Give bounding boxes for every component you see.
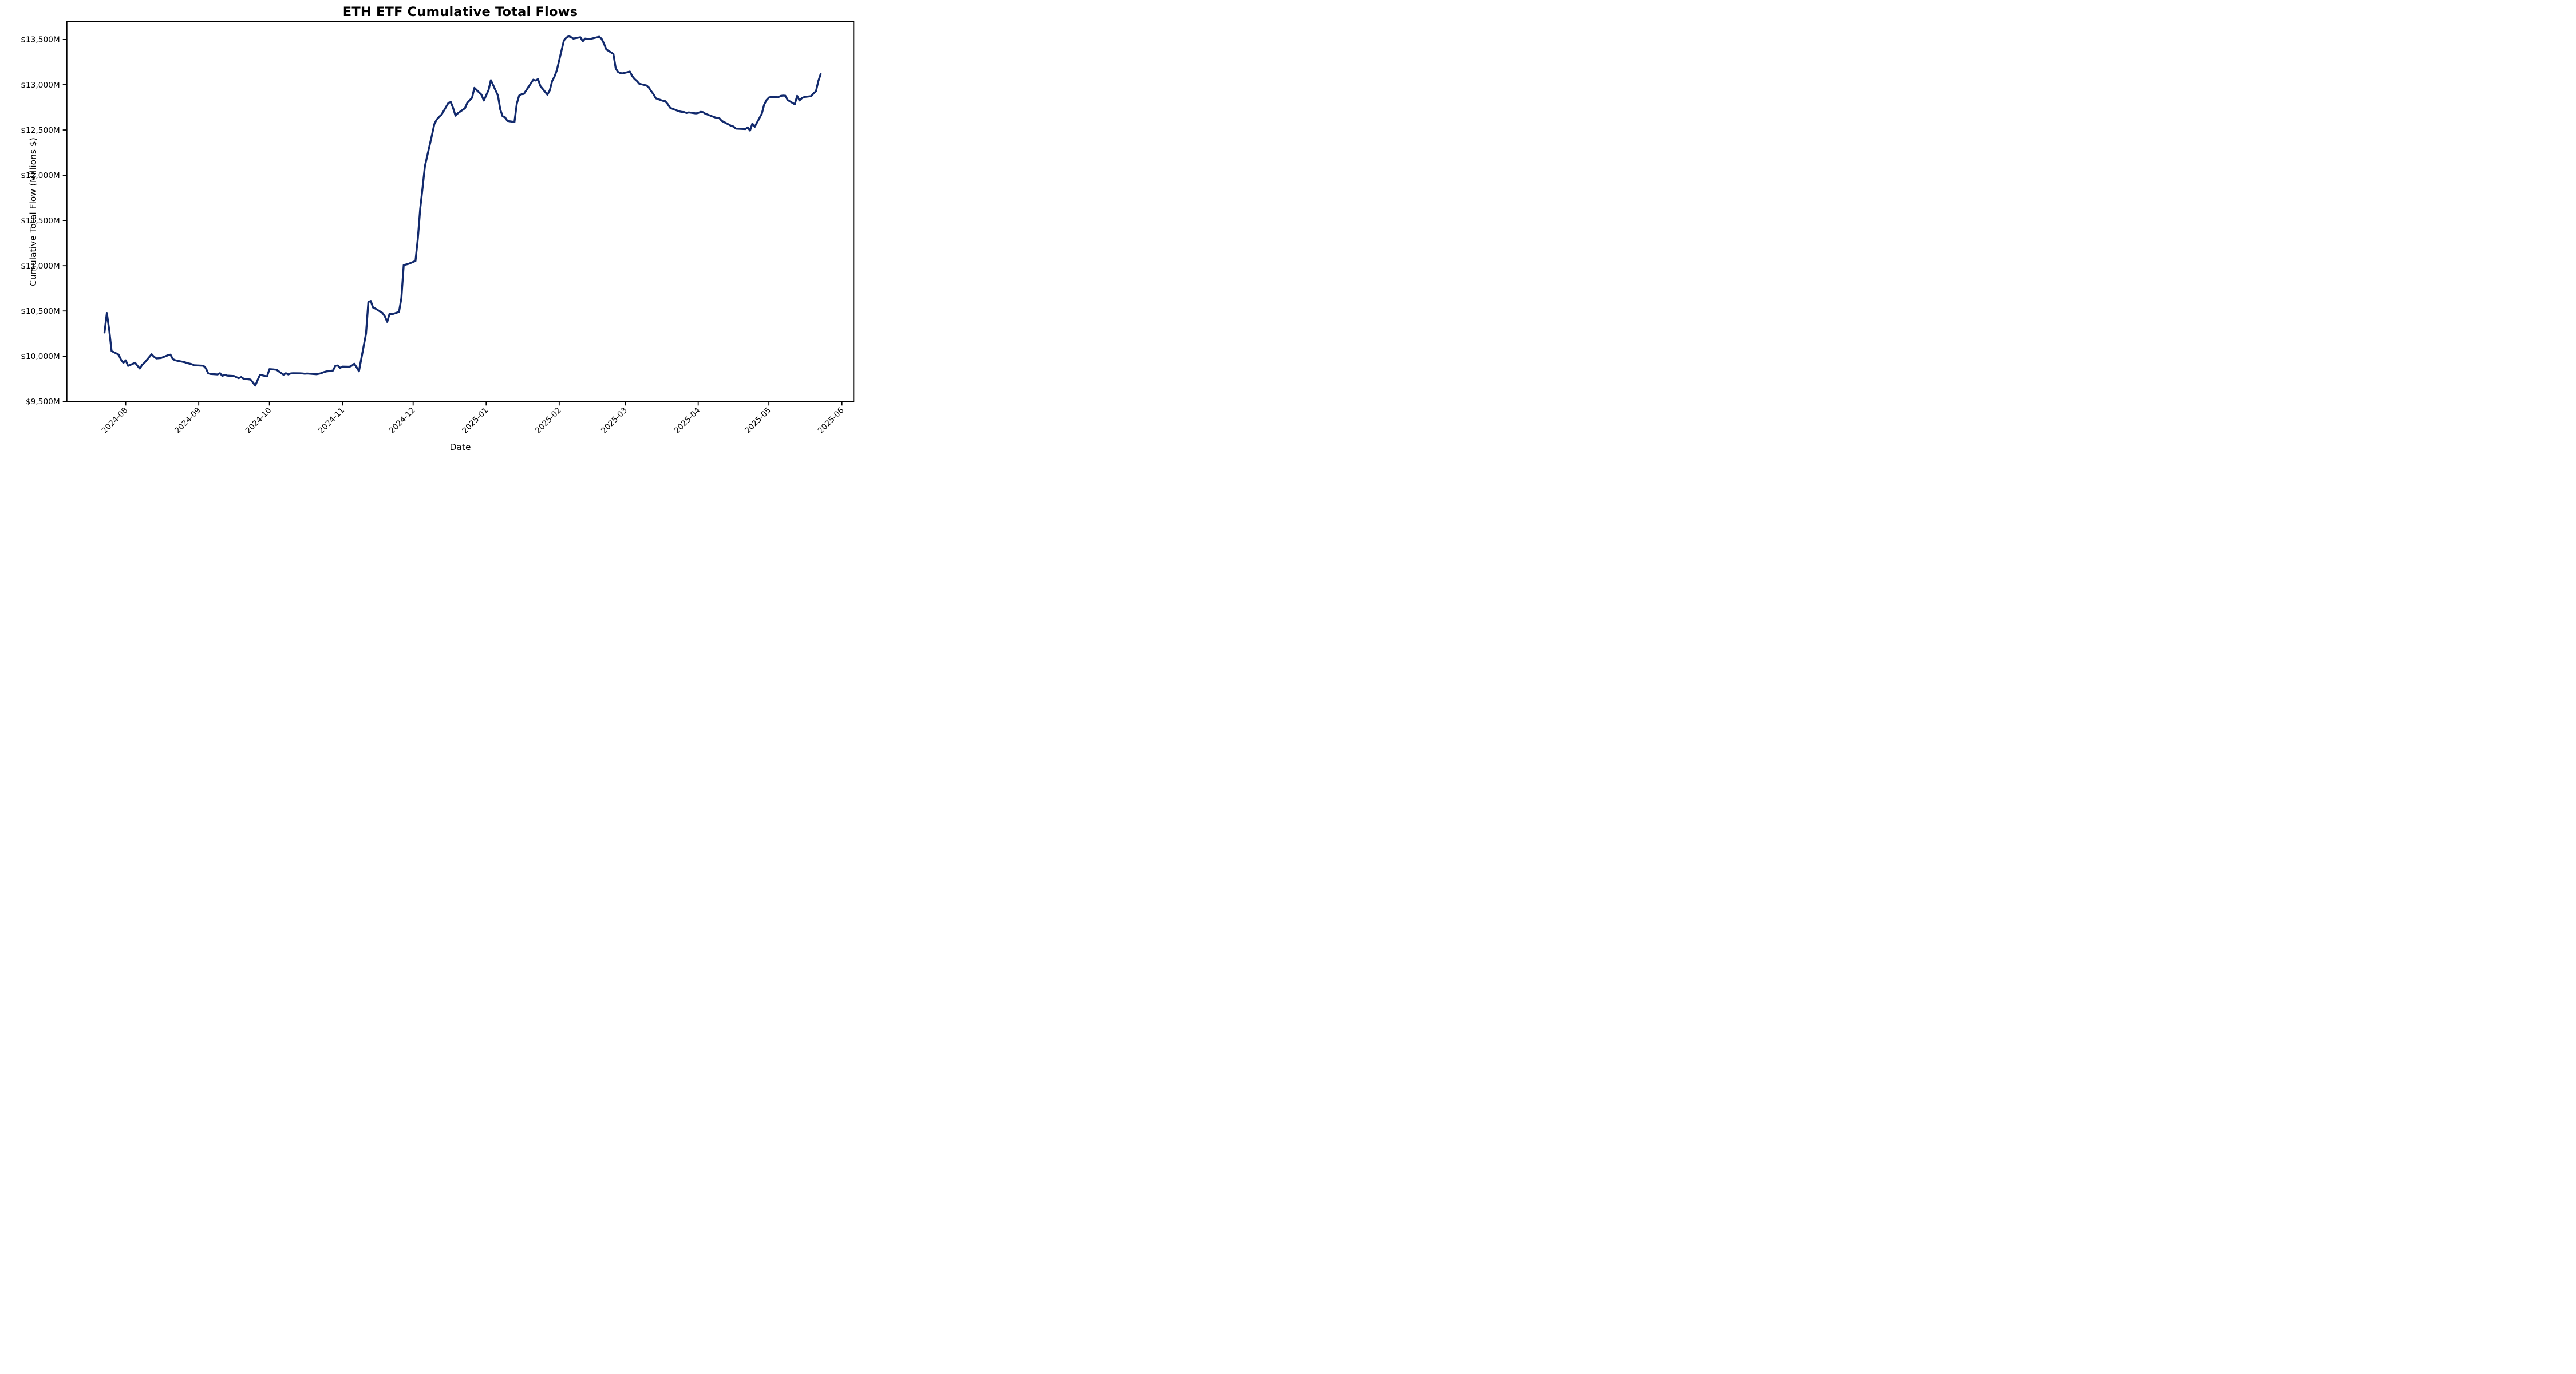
x-tick-label: 2025-01 <box>460 406 490 436</box>
y-tick-label: $11,500M <box>21 216 60 226</box>
x-tick-label: 2025-02 <box>534 406 563 436</box>
y-tick-label: $12,000M <box>21 171 60 180</box>
x-tick-label: 2025-04 <box>673 406 702 436</box>
y-tick-label: $10,500M <box>21 307 60 316</box>
plot-area <box>66 21 855 402</box>
x-tick-label: 2024-08 <box>100 406 130 436</box>
x-axis-label: Date <box>449 442 471 452</box>
x-tick-label: 2025-05 <box>743 406 773 436</box>
y-axis-label: Cumulative Total Flow (Millions $) <box>28 137 38 286</box>
x-tick-label: 2024-10 <box>244 406 274 436</box>
x-tick-label: 2024-11 <box>317 406 346 436</box>
x-tick-label: 2025-06 <box>816 406 846 436</box>
chart-title: ETH ETF Cumulative Total Flows <box>342 5 578 19</box>
y-tick-label: $13,000M <box>21 81 60 90</box>
data-line <box>103 35 822 387</box>
x-tick-label: 2025-03 <box>599 406 629 436</box>
x-tick-label: 2024-12 <box>388 406 417 436</box>
y-tick-label: $9,500M <box>26 397 60 406</box>
y-tick-label: $13,500M <box>21 35 60 45</box>
y-tick-label: $12,500M <box>21 126 60 135</box>
x-tick-label: 2024-09 <box>173 406 203 436</box>
y-tick-label: $10,000M <box>21 352 60 361</box>
chart-figure: $9,500M $10,000M $10,500M $11,000M $11,500M $… <box>0 0 859 458</box>
y-tick-label: $11,000M <box>21 262 60 271</box>
line-chart-svg: $9,500M $10,000M $10,500M $11,000M $11,500M $… <box>21 21 855 436</box>
